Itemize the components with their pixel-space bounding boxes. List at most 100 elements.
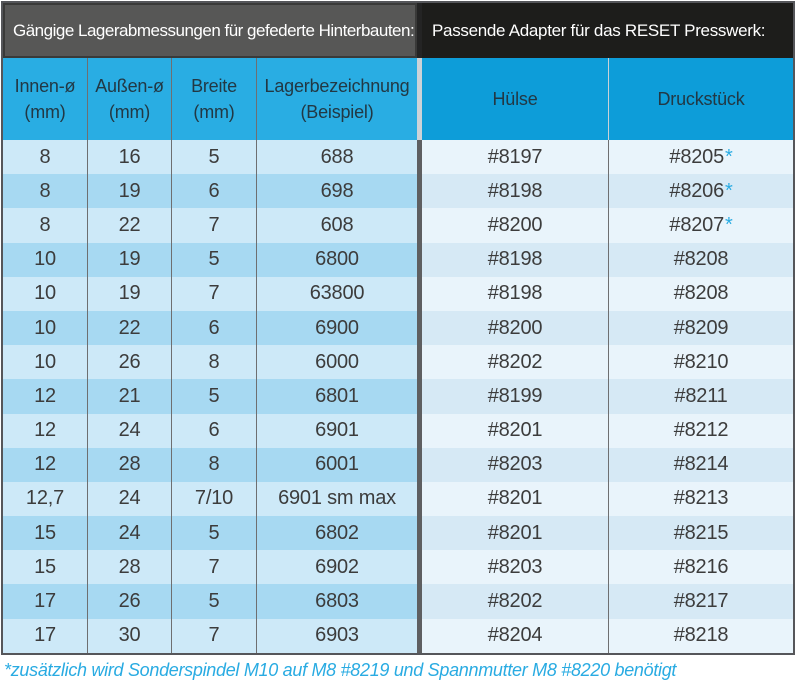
cell-druckstueck: #8213: [609, 481, 793, 517]
cell-breite: 7: [172, 276, 257, 311]
cell-breite: 7: [172, 550, 257, 585]
cell-lagerbezeichnung: 6800: [257, 242, 417, 277]
cell-huelse: #8198: [422, 242, 609, 277]
cell-breite: 6: [172, 310, 257, 346]
section-divider: [417, 174, 422, 209]
cell-druckstueck: #8207 *: [609, 208, 793, 243]
cell-lagerbezeichnung: 698: [257, 174, 417, 209]
cell-druckstueck: #8217: [609, 584, 793, 619]
cell-innen: 15: [3, 516, 88, 551]
cell-breite: 8: [172, 447, 257, 482]
cell-aussen: 16: [88, 140, 172, 175]
column-header-label: Druckstück: [657, 88, 745, 109]
cell-aussen: 24: [88, 516, 172, 551]
cell-innen: 12: [3, 447, 88, 482]
section-divider: [417, 618, 422, 653]
cell-aussen: 19: [88, 174, 172, 209]
cell-aussen: 19: [88, 276, 172, 311]
cell-breite: 8: [172, 345, 257, 380]
cell-innen: 10: [3, 310, 88, 346]
cell-breite: 7/10: [172, 481, 257, 517]
cell-innen: 8: [3, 140, 88, 175]
druckstueck-value: #8207: [669, 213, 725, 236]
cell-breite: 6: [172, 413, 257, 448]
cell-huelse: #8204: [422, 618, 609, 653]
section-divider: [417, 140, 422, 175]
column-header-unit: (mm): [193, 102, 235, 122]
druckstueck-value: #8210: [673, 350, 729, 373]
bearing-adapter-table: Gängige Lagerabmessungen für gefederte H…: [1, 1, 795, 655]
druckstueck-value: #8218: [673, 624, 729, 647]
cell-huelse: #8202: [422, 584, 609, 619]
cell-innen: 12: [3, 413, 88, 448]
footnote: *zusätzlich wird Sonderspindel M10 auf M…: [4, 659, 677, 680]
cell-lagerbezeichnung: 6902: [257, 550, 417, 585]
cell-druckstueck: #8214: [609, 447, 793, 482]
cell-aussen: 24: [88, 481, 172, 517]
cell-lagerbezeichnung: 6900: [257, 310, 417, 346]
column-header-label: Lagerbezeichnung: [264, 75, 410, 96]
cell-huelse: #8201: [422, 413, 609, 448]
cell-breite: 7: [172, 618, 257, 653]
cell-druckstueck: #8209: [609, 310, 793, 346]
cell-breite: 6: [172, 174, 257, 209]
section-divider: [417, 345, 422, 380]
footnote-star-marker: *: [725, 213, 733, 236]
cell-breite: 5: [172, 242, 257, 277]
cell-huelse: #8201: [422, 481, 609, 517]
section-divider: [417, 481, 422, 517]
cell-innen: 12: [3, 379, 88, 414]
cell-lagerbezeichnung: 6000: [257, 345, 417, 380]
druckstueck-value: #8213: [673, 487, 729, 510]
cell-breite: 5: [172, 379, 257, 414]
column-header-huelse: Hülse: [422, 58, 609, 140]
cell-innen: 8: [3, 208, 88, 243]
cell-aussen: 22: [88, 208, 172, 243]
cell-breite: 5: [172, 516, 257, 551]
druckstueck-value: #8212: [673, 419, 729, 442]
column-header-lagerbezeichnung: Lagerbezeichnung (Beispiel): [257, 58, 417, 140]
druckstueck-value: #8208: [673, 282, 729, 305]
column-header-unit: (Beispiel): [300, 102, 374, 122]
section-divider: [417, 208, 422, 243]
column-header-label: Breite: [191, 75, 237, 96]
cell-innen: 12,7: [3, 481, 88, 517]
column-header-druckstueck: Druckstück: [609, 58, 793, 140]
cell-aussen: 28: [88, 447, 172, 482]
cell-druckstueck: #8216: [609, 550, 793, 585]
section-divider: [417, 550, 422, 585]
cell-huelse: #8197: [422, 140, 609, 175]
cell-lagerbezeichnung: 6901: [257, 413, 417, 448]
cell-aussen: 19: [88, 242, 172, 277]
cell-lagerbezeichnung: 6901 sm max: [257, 481, 417, 517]
druckstueck-value: #8206: [669, 179, 725, 202]
column-header-unit: (mm): [108, 102, 151, 122]
cell-lagerbezeichnung: 6802: [257, 516, 417, 551]
cell-aussen: 30: [88, 618, 172, 653]
druckstueck-value: #8209: [673, 316, 729, 339]
section-divider: [417, 584, 422, 619]
druckstueck-value: #8215: [673, 521, 729, 544]
cell-aussen: 21: [88, 379, 172, 414]
section-divider: [417, 310, 422, 346]
cell-druckstueck: #8208: [609, 242, 793, 277]
cell-druckstueck: #8212: [609, 413, 793, 448]
cell-huelse: #8198: [422, 174, 609, 209]
cell-lagerbezeichnung: 608: [257, 208, 417, 243]
column-header-label: Innen-ø: [14, 75, 76, 96]
cell-lagerbezeichnung: 688: [257, 140, 417, 175]
cell-aussen: 26: [88, 345, 172, 380]
druckstueck-value: #8214: [673, 453, 729, 476]
cell-lagerbezeichnung: 6001: [257, 447, 417, 482]
cell-breite: 7: [172, 208, 257, 243]
druckstueck-value: #8208: [673, 248, 729, 271]
cell-lagerbezeichnung: 6803: [257, 584, 417, 619]
cell-huelse: #8199: [422, 379, 609, 414]
table-title-left: Gängige Lagerabmessungen für gefederte H…: [3, 3, 417, 58]
cell-lagerbezeichnung: 6903: [257, 618, 417, 653]
column-header-label: Außen-ø: [95, 75, 164, 96]
cell-breite: 5: [172, 140, 257, 175]
footnote-star-marker: *: [725, 179, 733, 202]
cell-druckstueck: #8211: [609, 379, 793, 414]
druckstueck-value: #8205: [669, 145, 725, 168]
